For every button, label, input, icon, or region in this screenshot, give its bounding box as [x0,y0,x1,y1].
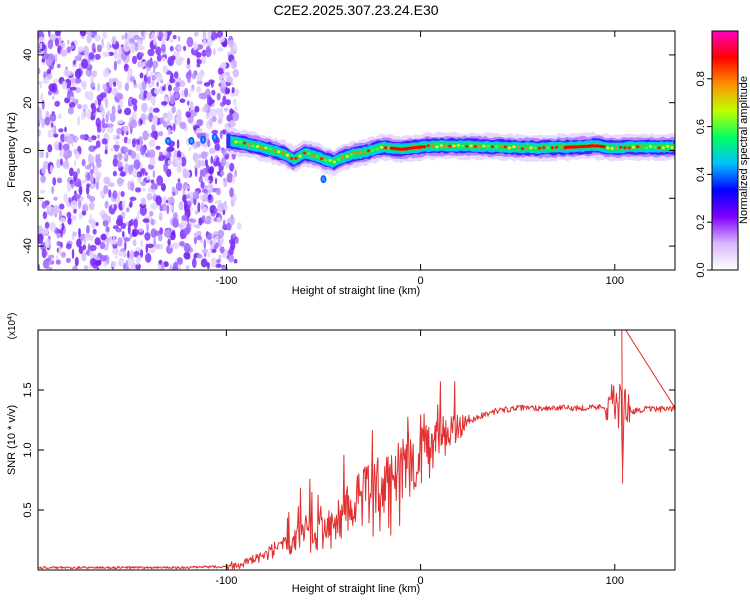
snr-xtick-label: 0 [418,575,424,587]
snr-xtick-label: -100 [215,575,237,587]
colorbar: 0.0 0.2 0.4 0.6 0.8 Normalized spectral ampl… [695,30,750,278]
snr-multiplier-close: ) [7,313,18,316]
snr-series-line [38,330,675,570]
snr-background [38,330,675,570]
snr-panel: -100 0 100 0.5 1.0 1.5 Height of straight lin… [6,313,676,595]
snr-xlabel: Height of straight line (km) [292,583,420,595]
spectrogram-xtick-label: 100 [606,275,624,287]
colorbar-tick-label: 0.8 [695,71,707,86]
spectrogram-ticks: -100 0 100 -40 -20 0 20 40 [22,31,675,287]
spectrogram-ytick-label: 20 [22,97,34,109]
signal-ridge [165,127,675,184]
snr-ticks: -100 0 100 0.5 1.0 1.5 [22,330,675,587]
spectrogram-panel: -100 0 100 -40 -20 0 20 40 Height of straight l… [6,30,676,297]
colorbar-label: Normalized spectral amplitude [738,76,750,224]
colorbar-ticks: 0.0 0.2 0.4 0.6 0.8 [695,71,712,278]
spectrogram-xlabel: Height of straight line (km) [292,285,420,297]
spectrogram-ytick-label: -40 [22,238,34,254]
spectrogram-ytick-label: -20 [22,190,34,206]
colorbar-tick-label: 0.4 [695,167,707,182]
ridge-band-4 [232,137,675,166]
snr-ytick-label: 1.0 [22,442,34,457]
snr-multiplier-base: (x10 [7,319,18,339]
spectrogram-ytick-label: 40 [22,49,34,61]
figure-title: C2E2.2025.307.23.24.E30 [273,2,438,18]
snr-multiplier: (x104) [7,313,19,340]
spectrogram-xtick-label: 0 [418,275,424,287]
snr-ytick-label: 0.5 [22,502,34,517]
spectrogram-xtick-label: -100 [215,275,237,287]
colorbar-tick-label: 0.0 [695,262,707,277]
snr-xtick-label: 100 [606,575,624,587]
colorbar-tick-label: 0.6 [695,119,707,134]
spectrogram-ylabel: Frequency (Hz) [6,112,18,188]
snr-ylabel: SNR (10 * v/v) [6,405,18,475]
colorbar-gradient [711,30,739,271]
colorbar-tick-label: 0.2 [695,215,707,230]
snr-ytick-label: 1.5 [22,382,34,397]
snr-multiplier-exponent: 4 [7,316,14,320]
noise-region [38,31,246,270]
spectrogram-ytick-label: 0 [22,147,34,153]
